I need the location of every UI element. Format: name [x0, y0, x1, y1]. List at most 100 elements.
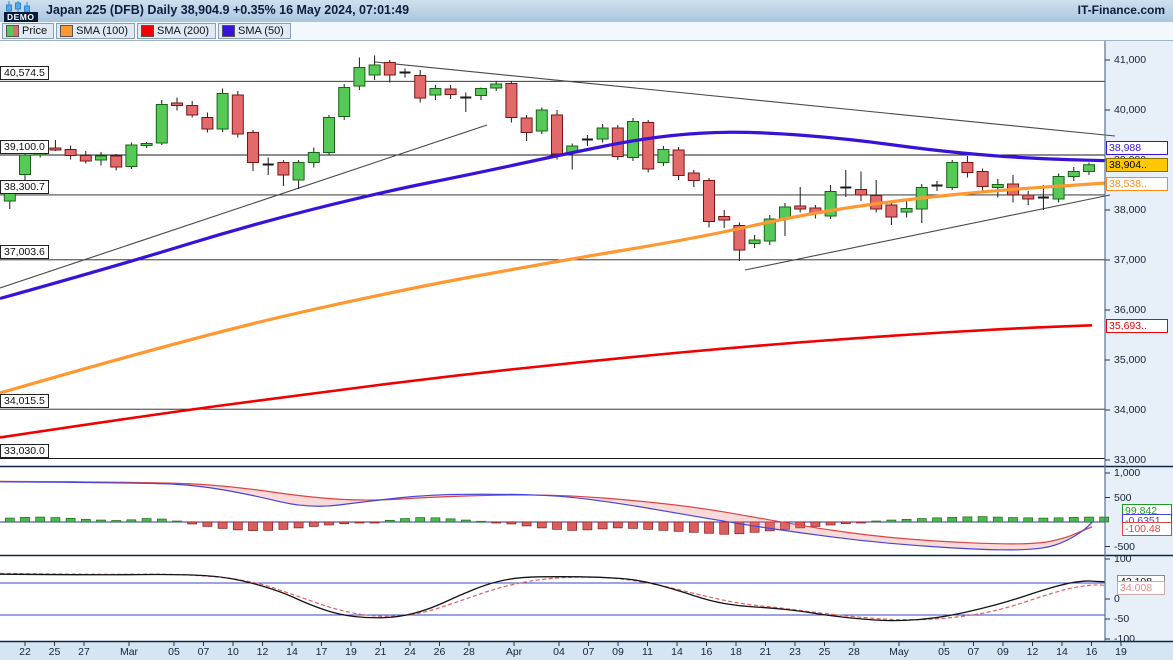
bearish-candle	[64, 149, 77, 156]
macd-signal-line	[0, 480, 1093, 545]
bearish-candle	[718, 216, 731, 221]
trendline	[744, 194, 1111, 271]
macd-histogram-bar	[20, 516, 30, 523]
sma100-line	[0, 181, 1106, 395]
legend-chip-label: Price	[22, 25, 48, 37]
title-bar: DEMO Japan 225 (DFB) Daily 38,904.9 +0.3…	[0, 0, 1173, 23]
bullish-candle	[140, 143, 153, 146]
macd-histogram-bar	[658, 521, 669, 531]
legend-chip-label: SMA (200)	[157, 25, 209, 37]
trendline	[374, 61, 1116, 137]
bullish-candle	[216, 93, 229, 130]
macd-histogram-bar	[400, 518, 410, 523]
macd-histogram-bar	[567, 521, 578, 531]
legend-row: Price SMA (100) SMA (200) SMA (50)	[0, 22, 1173, 41]
bullish-candle	[490, 83, 503, 89]
macd-fill	[0, 481, 1092, 550]
macd-histogram-bar	[1099, 516, 1110, 523]
bullish-candle	[900, 208, 913, 213]
macd-histogram-bar	[445, 518, 456, 523]
bearish-candle	[551, 114, 563, 155]
macd-histogram-bar	[232, 521, 243, 531]
brand-link[interactable]: IT-Finance.com	[1077, 3, 1165, 17]
legend-chip-price[interactable]: Price	[2, 23, 55, 39]
bearish-candle	[733, 225, 746, 251]
bullish-candle	[991, 184, 1004, 188]
macd-histogram-bar	[825, 521, 836, 526]
macd-histogram-bar	[962, 516, 973, 523]
bearish-candle	[855, 189, 867, 196]
macd-histogram-bar	[1038, 517, 1049, 523]
doji-candle	[262, 163, 274, 166]
sma200-line	[0, 324, 1093, 439]
bearish-candle	[885, 204, 898, 218]
macd-histogram-bar	[582, 521, 593, 531]
macd-histogram-bar	[476, 520, 486, 523]
bullish-candle	[763, 218, 776, 242]
bearish-candle	[976, 171, 989, 187]
bullish-candle	[535, 109, 548, 132]
macd-histogram-bar	[248, 521, 258, 531]
bullish-candle	[475, 88, 487, 96]
bearish-candle	[672, 149, 685, 176]
macd-histogram-bar	[612, 521, 623, 529]
date-axis-background	[0, 641, 1173, 660]
macd-histogram-bar	[172, 520, 182, 523]
bullish-candle	[34, 148, 47, 156]
macd-histogram-bar	[506, 521, 517, 525]
legend-chip-sma-100-[interactable]: SMA (100)	[56, 23, 136, 39]
macd-histogram-bar	[460, 519, 471, 523]
chart-title: Japan 225 (DFB) Daily 38,904.9 +0.35% 16…	[46, 3, 410, 17]
bullish-candle	[323, 117, 335, 153]
bearish-candle	[231, 94, 244, 135]
bearish-candle	[961, 162, 974, 173]
macd-histogram-bar	[96, 519, 106, 523]
bearish-candle	[277, 162, 290, 176]
macd-histogram-bar	[324, 521, 334, 526]
macd-histogram-bar	[339, 521, 350, 525]
bullish-candle	[19, 154, 31, 175]
macd-histogram-bar	[491, 521, 502, 524]
sma50-line	[0, 130, 1106, 301]
macd-histogram-bar	[202, 521, 213, 527]
legend-swatch-icon	[222, 25, 235, 37]
bearish-candle	[444, 88, 457, 95]
bearish-candle	[186, 105, 199, 116]
bearish-candle	[247, 132, 259, 163]
macd-histogram-bar	[187, 521, 198, 525]
macd-histogram-bar	[628, 521, 638, 529]
legend-chip-sma-50-[interactable]: SMA (50)	[218, 23, 291, 39]
bullish-candle	[657, 149, 670, 163]
macd-histogram-bar	[597, 521, 608, 530]
macd-histogram-bar	[1053, 517, 1064, 523]
bullish-candle	[1067, 171, 1080, 177]
macd-histogram-bar	[1023, 517, 1034, 523]
bullish-candle	[155, 104, 168, 144]
macd-histogram-bar	[977, 516, 988, 523]
macd-histogram-bar	[80, 518, 91, 523]
doji-candle	[460, 96, 472, 99]
bearish-candle	[1022, 194, 1035, 200]
macd-line	[0, 481, 1093, 551]
macd-histogram-bar	[126, 519, 137, 523]
bullish-candle	[338, 87, 351, 117]
macd-histogram-bar	[856, 521, 866, 524]
macd-histogram-bar	[217, 521, 228, 529]
macd-histogram-bar	[65, 517, 76, 523]
bullish-candle	[125, 144, 138, 167]
bullish-candle	[596, 127, 609, 140]
legend-swatch-icon	[60, 25, 74, 37]
macd-histogram-bar	[111, 520, 122, 523]
legend-chip-sma-200-[interactable]: SMA (200)	[137, 23, 216, 39]
macd-histogram-bar	[1084, 516, 1094, 523]
trendline	[0, 124, 488, 289]
macd-histogram-bar	[734, 521, 745, 535]
macd-histogram-bar	[840, 521, 851, 525]
macd-histogram-bar	[810, 521, 821, 527]
macd-histogram-bar	[430, 517, 441, 523]
macd-histogram-bar	[263, 521, 274, 531]
bearish-candle	[520, 117, 533, 133]
bearish-candle	[110, 155, 123, 168]
